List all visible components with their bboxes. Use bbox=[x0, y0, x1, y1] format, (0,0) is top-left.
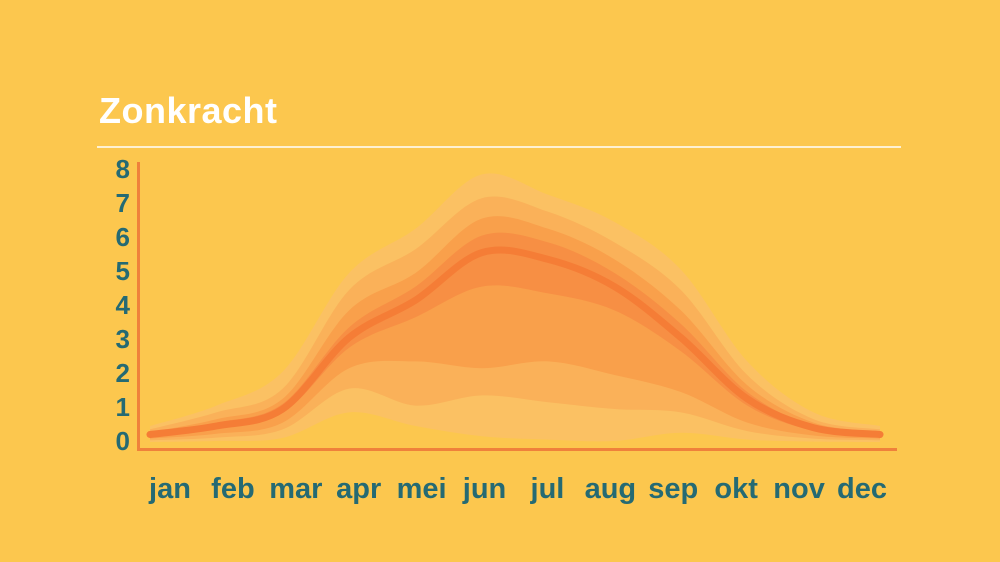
y-tick-label: 2 bbox=[115, 358, 130, 388]
y-tick-label: 1 bbox=[115, 392, 130, 422]
x-axis-line bbox=[137, 448, 897, 451]
y-tick-label: 3 bbox=[115, 324, 130, 354]
x-tick-label: jun bbox=[462, 473, 507, 505]
y-tick-label: 8 bbox=[115, 154, 130, 184]
y-axis-line bbox=[137, 162, 140, 451]
median-line bbox=[146, 246, 884, 438]
x-tick-label: feb bbox=[211, 473, 255, 505]
x-tick-label: dec bbox=[837, 473, 887, 505]
band-range-40-60 bbox=[150, 232, 880, 437]
x-tick-label: nov bbox=[773, 473, 825, 505]
title-underline bbox=[97, 146, 901, 148]
x-tick-label: sep bbox=[648, 473, 699, 505]
y-tick-label: 7 bbox=[115, 188, 130, 218]
x-tick-label: jul bbox=[530, 473, 565, 505]
y-tick-label: 0 bbox=[115, 426, 130, 456]
x-tick-label: mei bbox=[396, 473, 447, 505]
x-tick-label: okt bbox=[714, 473, 758, 505]
x-tick-label: apr bbox=[336, 473, 382, 505]
y-tick-label: 5 bbox=[115, 256, 130, 286]
y-tick-label: 4 bbox=[115, 290, 130, 320]
y-tick-label: 6 bbox=[115, 222, 130, 252]
x-tick-label: aug bbox=[584, 473, 637, 505]
band-range-25-75 bbox=[150, 216, 880, 439]
page-title: Zonkracht bbox=[99, 90, 278, 131]
x-tick-label: mar bbox=[269, 473, 323, 505]
x-tick-label: jan bbox=[149, 473, 191, 505]
